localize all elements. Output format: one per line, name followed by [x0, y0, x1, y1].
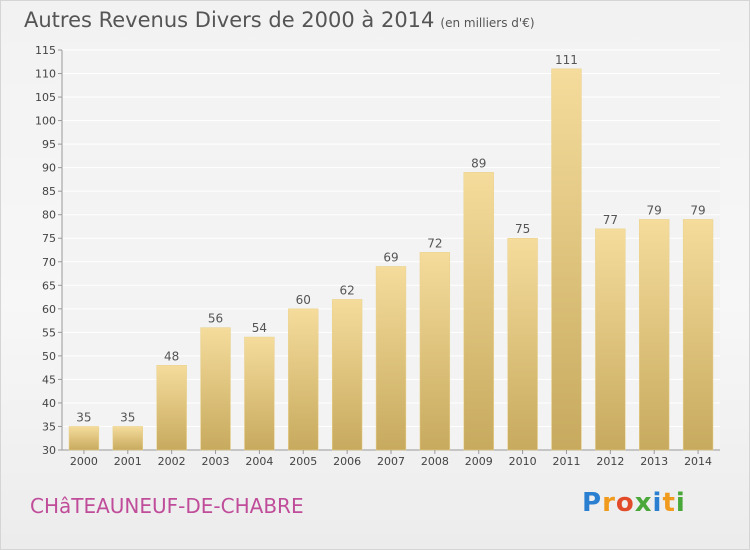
x-tick-label: 2001 [114, 455, 142, 468]
data-label: 89 [471, 156, 486, 170]
x-tick-label: 2003 [202, 455, 230, 468]
data-label: 72 [427, 236, 442, 250]
chart-title-text: Autres Revenus Divers de 2000 à 2014 [24, 8, 435, 32]
bar [682, 219, 714, 451]
bar [244, 336, 275, 451]
x-tick-label: 2004 [245, 455, 273, 468]
bar [419, 252, 451, 451]
x-tick-label: 2012 [596, 455, 624, 468]
logo-letter: x [634, 488, 653, 518]
data-label: 69 [383, 250, 398, 264]
y-tick-label: 35 [42, 420, 56, 433]
x-tick-label: 2007 [377, 455, 405, 468]
data-label: 111 [555, 53, 578, 67]
y-tick-label: 30 [42, 444, 56, 457]
data-label: 48 [164, 349, 179, 363]
data-label: 54 [252, 321, 267, 335]
chart-title: Autres Revenus Divers de 2000 à 2014 (en … [24, 8, 535, 32]
data-label: 35 [76, 410, 91, 424]
x-tick-label: 2013 [640, 455, 668, 468]
y-tick-label: 105 [35, 91, 56, 104]
town-name: CHâTEAUNEUF-DE-CHABRE [30, 494, 304, 518]
data-label: 75 [515, 222, 530, 236]
bar [331, 299, 363, 451]
x-tick-label: 2006 [333, 455, 361, 468]
x-tick-label: 2008 [421, 455, 449, 468]
y-tick-label: 65 [42, 279, 56, 292]
data-label: 79 [647, 203, 662, 217]
bar [156, 365, 187, 451]
bar [68, 426, 100, 451]
x-tick-label: 2009 [465, 455, 493, 468]
y-tick-label: 45 [42, 373, 56, 386]
x-tick-label: 2002 [158, 455, 186, 468]
y-tick-label: 115 [35, 44, 56, 57]
bar [112, 426, 143, 451]
bar [551, 68, 582, 451]
y-tick-label: 110 [35, 68, 56, 81]
y-tick-label: 60 [42, 303, 56, 316]
x-tick-label: 2005 [289, 455, 317, 468]
y-tick-label: 50 [42, 350, 56, 363]
x-tick-label: 2011 [552, 455, 580, 468]
bar [507, 237, 538, 451]
y-tick-label: 95 [42, 138, 56, 151]
y-tick-label: 75 [42, 232, 56, 245]
bar [639, 219, 670, 451]
bar [200, 327, 231, 451]
bar [595, 228, 626, 451]
bar [288, 308, 319, 451]
x-tick-label: 2010 [509, 455, 537, 468]
logo-letter: i [675, 488, 686, 518]
x-tick-label: 2000 [70, 455, 98, 468]
chart-title-unit: (en milliers d'€) [440, 16, 535, 30]
y-tick-label: 80 [42, 209, 56, 222]
x-tick-label: 2014 [684, 455, 712, 468]
bar [463, 172, 494, 451]
data-label: 79 [690, 203, 705, 217]
y-tick-label: 100 [35, 115, 56, 128]
logo-letter: i [652, 488, 663, 518]
logo-letter: o [615, 488, 635, 518]
proxiti-logo: Proxiti [582, 488, 686, 518]
data-label: 56 [208, 312, 223, 326]
data-label: 35 [120, 410, 135, 424]
logo-letter: t [662, 488, 676, 518]
y-tick-label: 55 [42, 326, 56, 339]
data-label: 60 [296, 293, 311, 307]
data-label: 77 [603, 213, 618, 227]
y-tick-label: 40 [42, 397, 56, 410]
y-tick-label: 90 [42, 162, 56, 175]
logo-letter: r [602, 488, 616, 518]
data-label: 62 [339, 283, 354, 297]
bar [375, 266, 407, 451]
y-tick-label: 70 [42, 256, 56, 269]
logo-letter: P [582, 488, 603, 518]
y-tick-label: 85 [42, 185, 56, 198]
